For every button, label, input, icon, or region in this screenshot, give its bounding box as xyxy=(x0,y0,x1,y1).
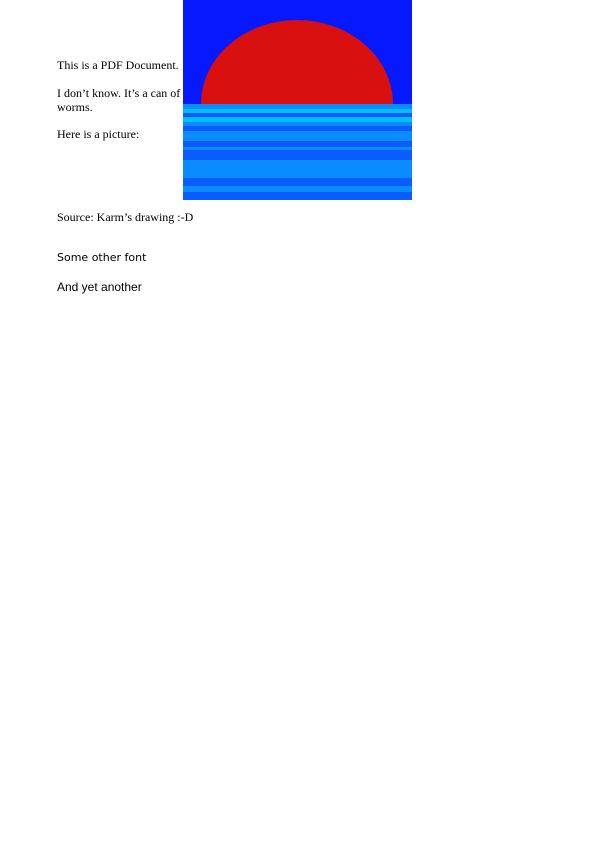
sunset-picture xyxy=(183,0,412,200)
paragraph-pdf-document: This is a PDF Document. xyxy=(57,58,179,72)
sun xyxy=(201,20,393,104)
water-stripe xyxy=(183,104,412,109)
paragraph-here-is-picture: Here is a picture: xyxy=(57,127,140,141)
paragraph-can-of-worms: I don’t know. It’s a can of worms. xyxy=(57,86,181,114)
font-sample-sans: Some other font xyxy=(57,251,147,264)
water-stripe xyxy=(183,150,412,160)
water-stripe xyxy=(183,166,412,178)
water-stripe xyxy=(183,117,412,122)
water-stripe xyxy=(183,131,412,141)
water-stripe xyxy=(183,178,412,186)
picture-source-caption: Source: Karm’s drawing :-D xyxy=(57,210,194,224)
water xyxy=(183,104,412,200)
water-stripe xyxy=(183,122,412,126)
water-stripe xyxy=(183,192,412,200)
water-stripe xyxy=(183,160,412,166)
water-stripe xyxy=(183,109,412,113)
water-stripe xyxy=(183,113,412,117)
water-stripe xyxy=(183,141,412,147)
water-stripe xyxy=(183,186,412,192)
font-sample-alt: And yet another xyxy=(57,280,142,294)
water-stripe xyxy=(183,126,412,131)
water-stripe xyxy=(183,147,412,150)
